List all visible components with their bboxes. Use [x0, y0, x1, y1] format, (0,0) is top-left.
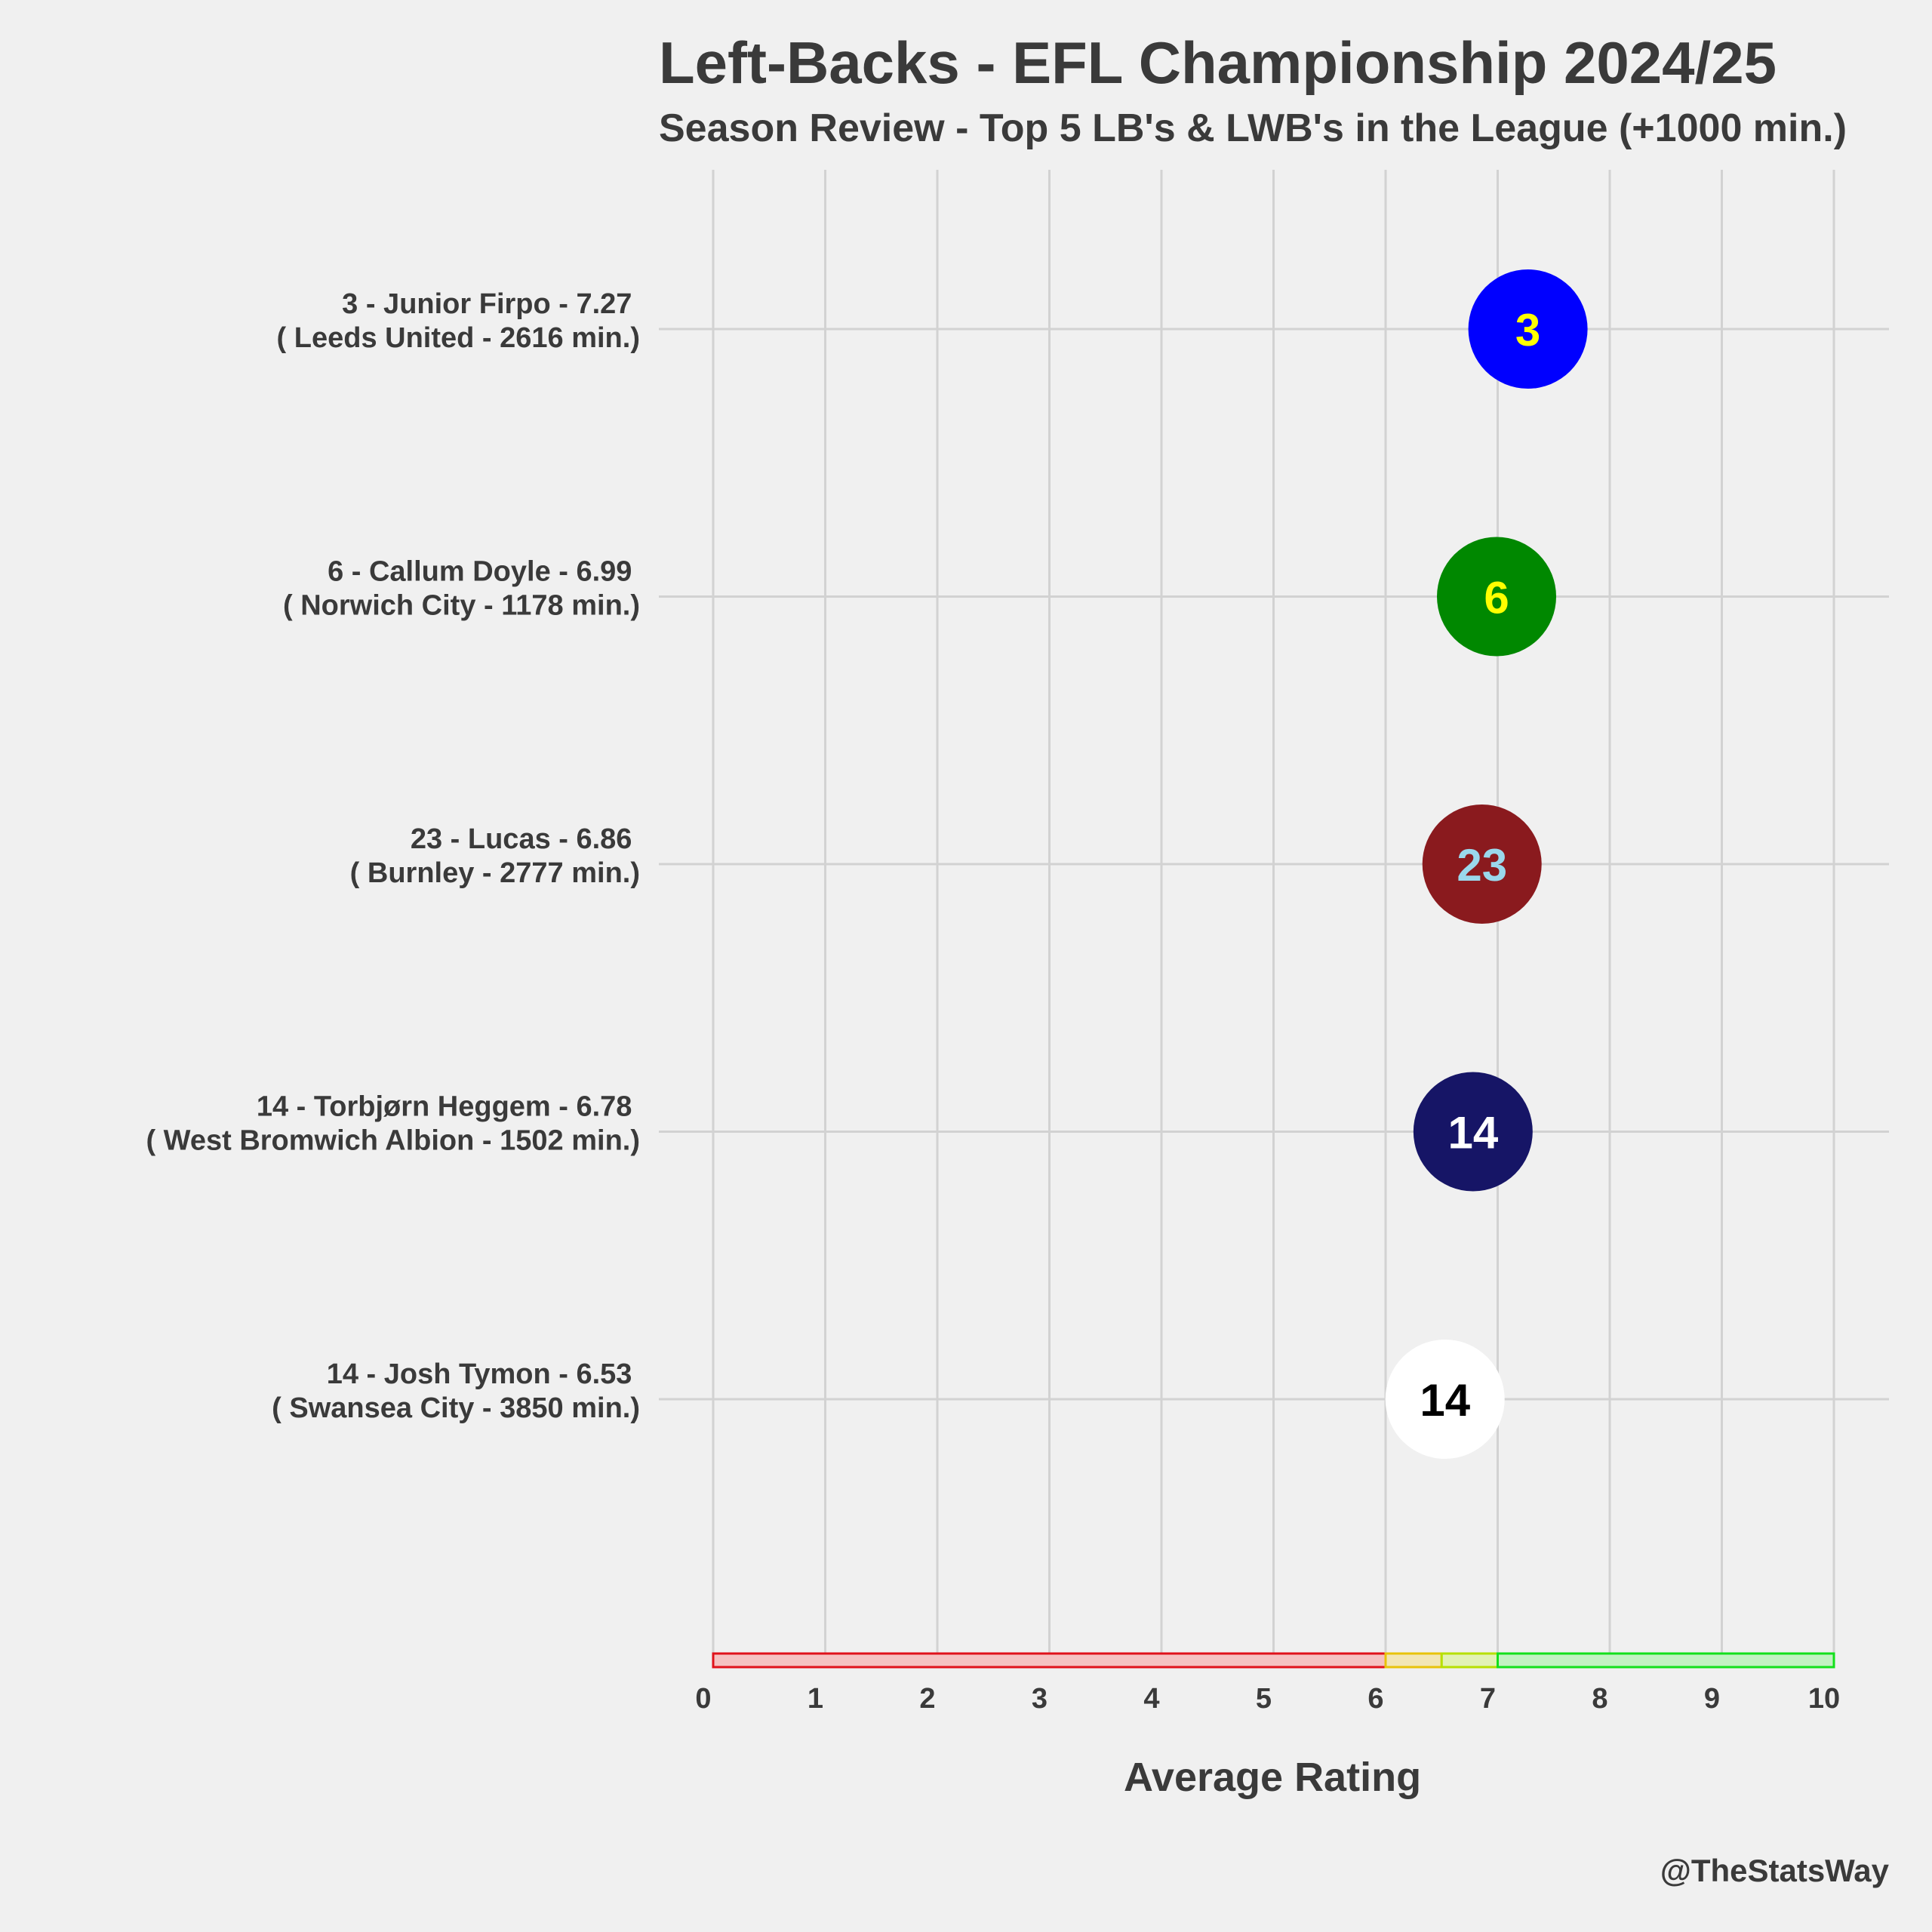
player-number-label: 3: [1515, 305, 1540, 355]
player-number-label: 14: [1447, 1108, 1498, 1158]
player-label-line2: ( Norwich City - 1178 min.): [283, 590, 640, 622]
player-label-line2: ( Leeds United - 2616 min.): [277, 322, 640, 354]
rating-band: [1384, 1652, 1443, 1669]
grid-lines: [659, 170, 1889, 1664]
player-label-line2: ( Burnley - 2777 min.): [350, 857, 640, 889]
player-label-line1: 6 - Callum Doyle - 6.99: [328, 556, 640, 588]
x-tick-label: 1: [808, 1683, 823, 1715]
x-axis-ticks: 0 1 2 3 4 5 6 7 8 9 10: [695, 1683, 1840, 1715]
player-marker: [1437, 537, 1557, 657]
y-axis-labels: 3 - Junior Firpo - 7.27 ( Leeds United -…: [146, 288, 640, 1424]
x-tick-label: 3: [1032, 1683, 1048, 1715]
x-tick-label: 8: [1592, 1683, 1607, 1715]
x-tick-label: 0: [695, 1683, 711, 1715]
x-tick-label: 10: [1808, 1683, 1840, 1715]
x-tick-label: 5: [1256, 1683, 1272, 1715]
chart-subtitle: Season Review - Top 5 LB's & LWB's in th…: [659, 106, 1847, 150]
player-label-line2: ( West Bromwich Albion - 1502 min.): [146, 1125, 640, 1157]
player-label-line1: 3 - Junior Firpo - 7.27: [342, 288, 640, 320]
player-label-line1: 14 - Torbjørn Heggem - 6.78: [257, 1091, 640, 1123]
rating-band: [1440, 1652, 1499, 1669]
credit-handle: @TheStatsWay: [1660, 1853, 1889, 1888]
rating-band: [1497, 1652, 1835, 1669]
x-tick-label: 9: [1704, 1683, 1720, 1715]
rating-bands: [712, 1652, 1835, 1669]
player-marker: [1468, 269, 1588, 389]
player-label-line1: 23 - Lucas - 6.86: [411, 823, 640, 855]
player-number-label: 23: [1457, 840, 1507, 891]
rating-band: [712, 1652, 1387, 1669]
player-label-line2: ( Swansea City - 3850 min.): [272, 1392, 640, 1424]
x-tick-label: 7: [1480, 1683, 1496, 1715]
player-label-line1: 14 - Josh Tymon - 6.53: [327, 1358, 640, 1390]
player-marker: [1385, 1340, 1505, 1459]
player-number-label: 14: [1420, 1375, 1470, 1426]
player-marker: [1422, 804, 1542, 924]
x-tick-label: 6: [1367, 1683, 1383, 1715]
player-markers: 3 6 23 14 14: [1385, 269, 1588, 1459]
x-axis-label: Average Rating: [1124, 1755, 1421, 1800]
x-tick-label: 4: [1143, 1683, 1159, 1715]
chart-title: Left-Backs - EFL Championship 2024/25: [659, 29, 1777, 96]
player-marker: [1413, 1072, 1533, 1192]
player-number-label: 6: [1484, 573, 1509, 623]
x-tick-label: 2: [919, 1683, 935, 1715]
